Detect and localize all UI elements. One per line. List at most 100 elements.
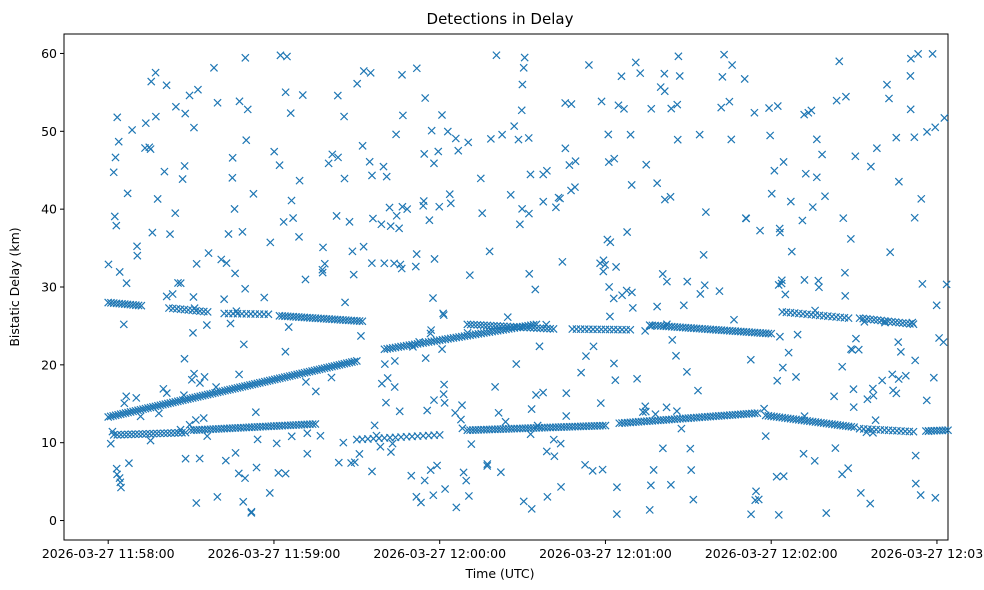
data-point [911,451,920,460]
data-point [747,510,756,519]
data-point [283,372,292,381]
data-point [289,214,298,223]
data-point [473,320,482,329]
data-point [301,275,310,284]
data-point [395,407,404,416]
data-point [526,323,535,332]
data-point [220,295,229,304]
x-axis: 2026-03-27 11:58:00 2026-03-27 11:59:00 20… [42,540,984,561]
data-point [253,379,262,388]
data-point [156,429,165,438]
data-point [441,485,450,494]
data-point [420,149,429,158]
data-point [720,50,729,59]
data-point [111,153,120,162]
data-point [191,415,200,425]
data-point [359,67,368,76]
data-point [186,394,195,403]
data-point [159,429,169,438]
data-point [407,471,416,480]
data-point [781,290,790,299]
data-point [514,135,523,144]
data-point [820,192,830,201]
data-point [539,388,548,397]
data-point [179,391,188,400]
y-tick-label: 60 [41,46,57,61]
data-point [153,194,162,203]
x-tick-label: 2026-03-27 12:02:00 [705,546,838,561]
data-point [463,328,472,337]
data-point [662,403,671,412]
data-point [798,216,807,225]
data-point [108,427,117,436]
data-point [601,260,610,269]
data-point [599,267,608,276]
data-point [280,373,289,382]
data-point [392,211,401,220]
data-point [838,470,847,479]
data-point [727,135,736,144]
y-axis: 0 10 20 30 40 50 60 [41,46,64,528]
data-point [662,320,671,329]
data-point [667,104,676,113]
data-point [626,130,635,139]
data-point [365,157,374,166]
data-point [416,498,425,507]
data-point [412,250,421,259]
data-point [224,229,233,239]
data-point [149,429,158,438]
data-point [741,214,750,223]
data-point [774,510,783,519]
data-point [556,482,566,491]
data-point [556,439,565,448]
data-point [303,429,312,438]
data-point [869,391,878,400]
data-point [239,340,248,349]
data-point [275,161,284,170]
data-point [787,247,796,256]
data-point [221,456,230,465]
data-point [328,150,337,159]
data-point [784,348,793,357]
data-point [168,398,177,407]
data-point [486,321,495,330]
data-point [518,80,527,89]
data-point [114,137,123,146]
data-point [367,171,377,180]
data-point [693,386,703,395]
data-point [750,409,759,418]
data-point [116,478,125,487]
data-point [800,110,809,119]
data-point [860,317,869,326]
data-point [666,192,675,201]
data-point [485,247,494,256]
data-point [894,374,903,384]
data-point [888,370,897,379]
data-point [718,72,727,81]
data-point [438,345,447,354]
data-point [421,354,430,363]
data-point [433,461,442,470]
data-point [411,262,420,271]
data-point [522,323,532,332]
data-point [287,196,296,205]
data-point [551,203,560,212]
data-point [143,404,153,413]
data-point [347,358,356,367]
data-point [617,72,626,81]
plot-area [63,33,949,541]
data-point [163,399,172,408]
data-point [682,367,691,376]
data-point [188,393,197,402]
data-point [467,440,476,449]
data-point [906,54,915,63]
data-point [520,53,529,62]
data-point [260,293,269,302]
data-point [728,61,737,70]
data-point [123,189,132,198]
data-point [880,318,889,327]
data-point [687,466,696,475]
data-point [483,461,492,470]
data-point [631,58,640,67]
y-tick-label: 50 [41,124,57,139]
